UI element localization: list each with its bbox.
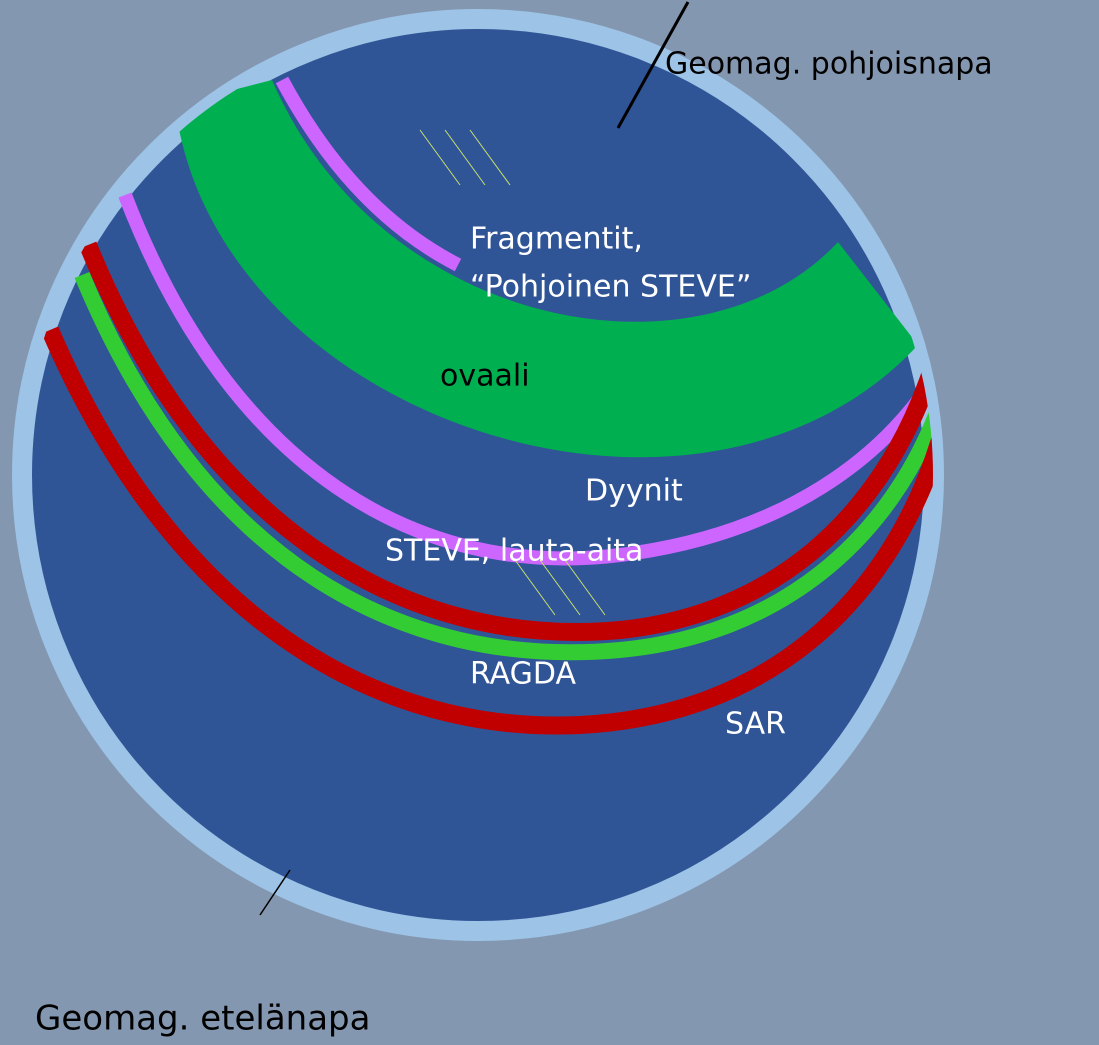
fragment-arc — [275, 76, 462, 272]
globe — [12, 9, 944, 941]
label: Geomag. etelänapa — [35, 999, 370, 1039]
label: SAR — [725, 707, 786, 742]
label: Geomag. pohjoisnapa — [665, 47, 993, 82]
bands — [41, 76, 933, 735]
label: RAGDA — [470, 657, 576, 692]
south-pole-line — [259, 869, 291, 916]
label: STEVE, lauta-aita — [385, 534, 643, 569]
label: Fragmentit, — [470, 222, 643, 257]
red-arc — [79, 241, 933, 641]
hatch — [514, 559, 606, 616]
north-pole-line — [616, 1, 690, 129]
sar-arc — [41, 326, 933, 735]
label: “Pohjoinen STEVE” — [470, 270, 751, 305]
hatch — [419, 129, 511, 186]
label: Dyynit — [585, 474, 683, 509]
steve-arc — [118, 192, 933, 566]
label: ovaali — [440, 359, 530, 394]
oval-band — [175, 80, 918, 458]
ragda-arc — [74, 271, 933, 661]
